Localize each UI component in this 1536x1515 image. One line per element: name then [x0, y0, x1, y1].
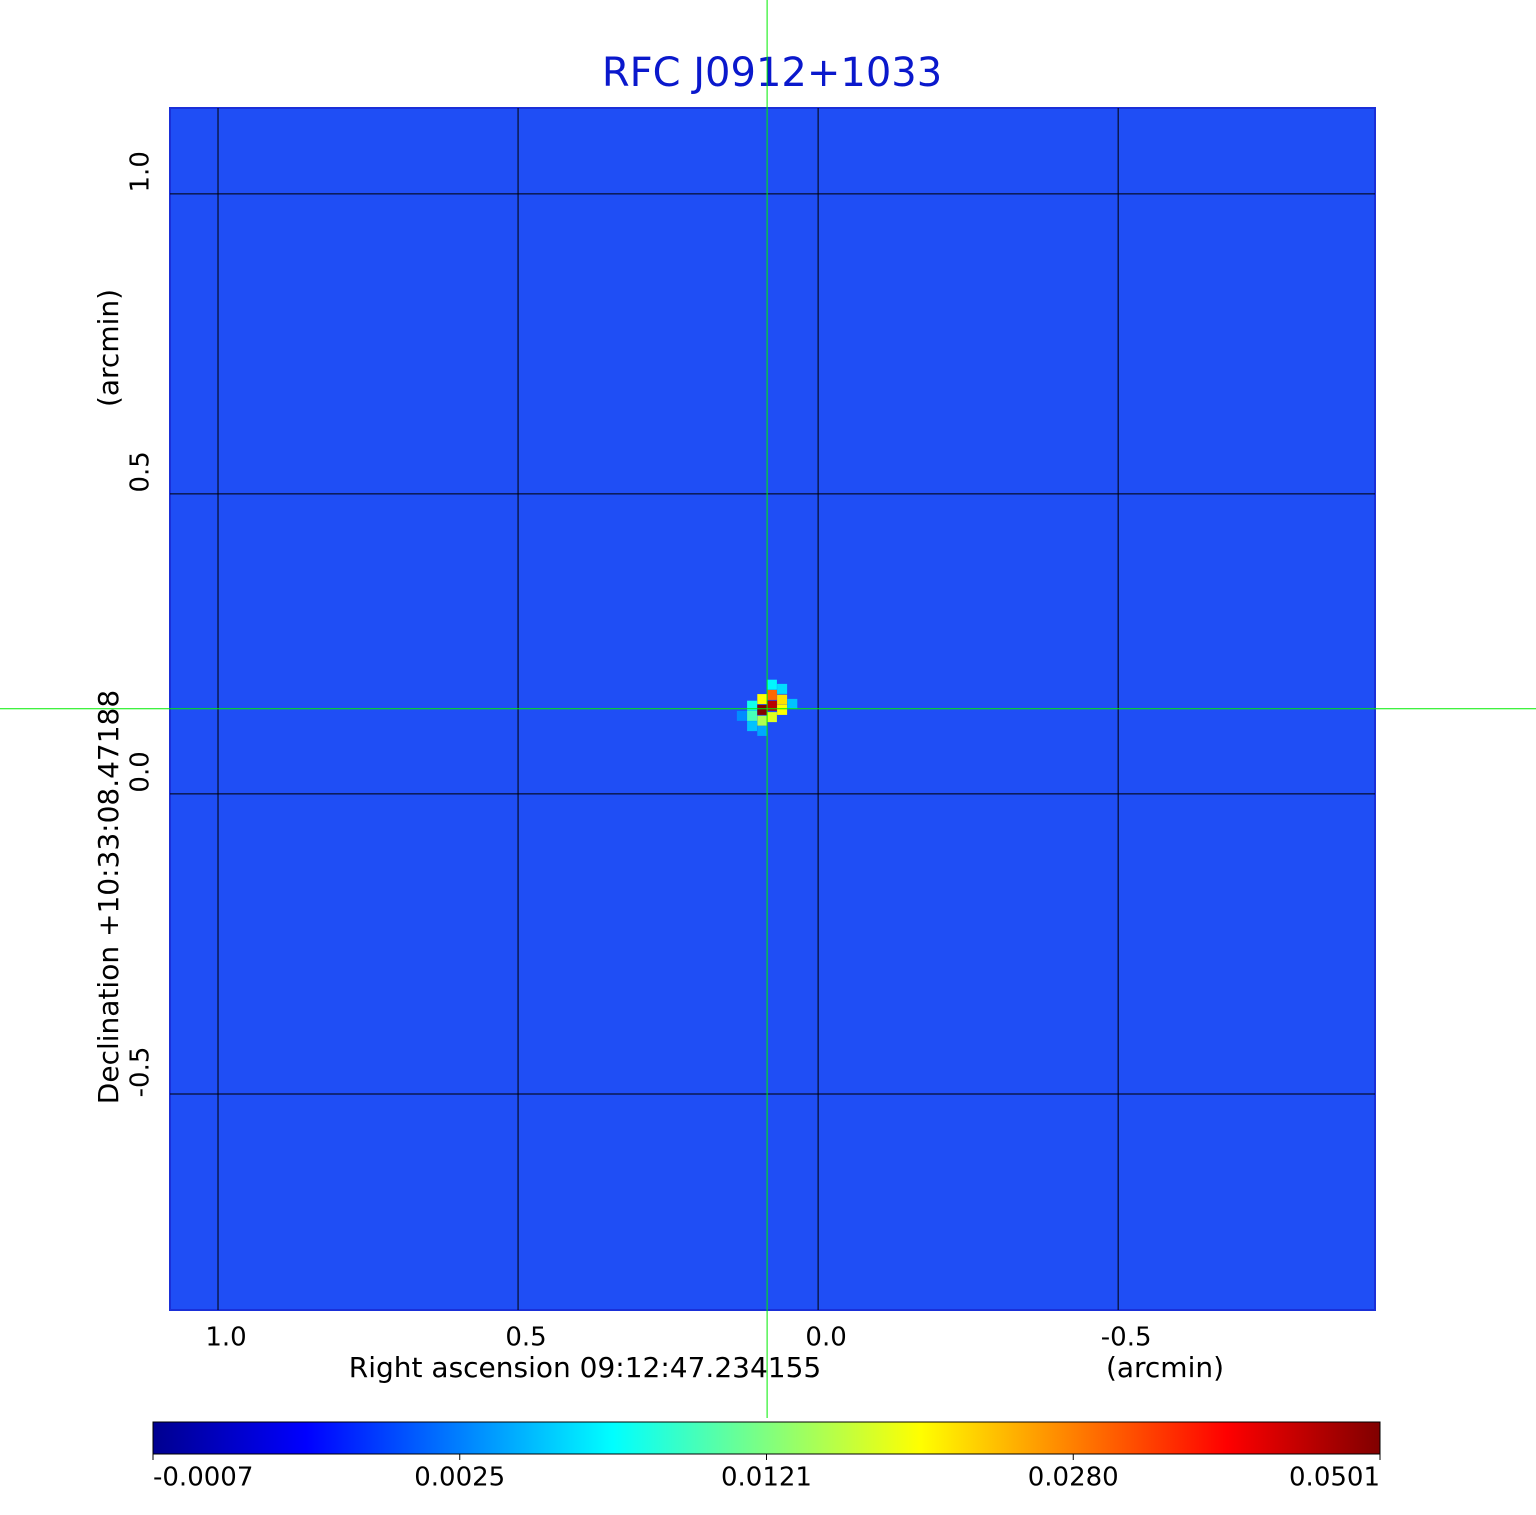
pixel — [777, 694, 788, 705]
pixel — [777, 704, 788, 715]
chart-title: RFC J0912+1033 — [602, 50, 942, 96]
pixel — [747, 721, 758, 732]
y-tick-label: 0.5 — [126, 451, 156, 492]
y-tick-label: -0.5 — [126, 1047, 156, 1098]
pixel — [757, 715, 768, 726]
pixel — [766, 700, 777, 711]
x-axis-unit: (arcmin) — [1106, 1351, 1224, 1384]
y-tick-label: 1.0 — [126, 151, 156, 192]
colorbar-tick-label: 0.0280 — [1028, 1463, 1119, 1493]
pixel — [747, 710, 758, 721]
colorbar-tick-label: 0.0025 — [414, 1463, 505, 1493]
x-tick-label: -0.5 — [1101, 1323, 1152, 1353]
pixel — [757, 694, 768, 705]
pixel — [747, 700, 758, 711]
x-tick-label: 1.0 — [205, 1323, 246, 1353]
pixel — [787, 698, 798, 709]
colorbar-tick-label: 0.0121 — [721, 1463, 812, 1493]
y-axis-unit: (arcmin) — [92, 289, 125, 407]
x-axis-label: Right ascension 09:12:47.234155 — [349, 1351, 821, 1384]
x-tick-label: 0.5 — [505, 1323, 546, 1353]
pixel — [766, 679, 777, 690]
colorbar — [152, 1421, 1381, 1455]
pixel — [757, 704, 768, 715]
y-tick-label: 0.0 — [126, 751, 156, 792]
colorbar-tick-label: 0.0501 — [1289, 1463, 1380, 1493]
pixel — [766, 689, 777, 700]
colorbar-tick-label: -0.0007 — [153, 1463, 253, 1493]
pixel — [757, 725, 768, 736]
pixel — [736, 710, 747, 721]
x-tick-label: 0.0 — [805, 1323, 846, 1353]
pixel — [766, 712, 777, 723]
y-axis-label: Declination +10:33:08.47188 — [92, 690, 125, 1104]
pixel — [777, 683, 788, 694]
